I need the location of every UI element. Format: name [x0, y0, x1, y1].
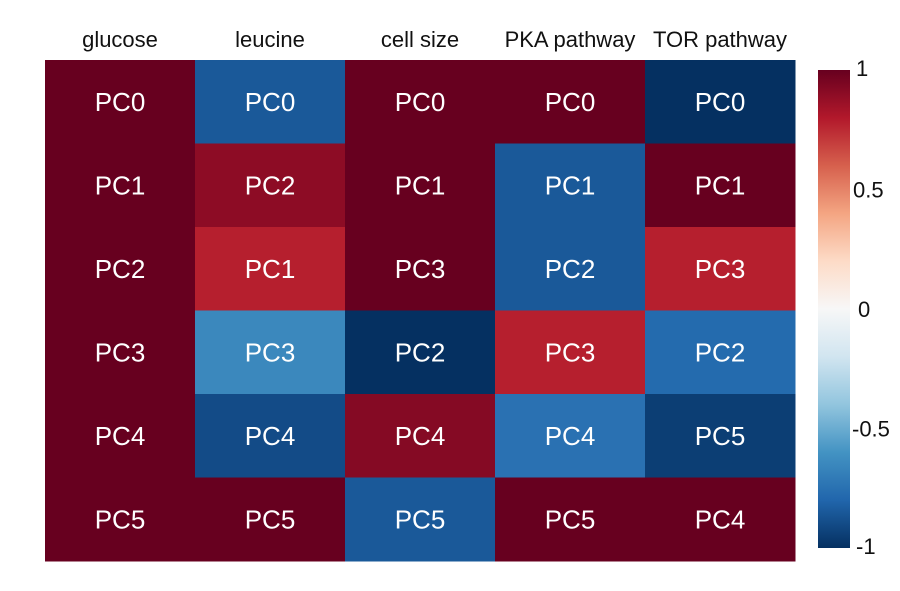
cell-label: PC2 [395, 337, 446, 367]
cell-label: PC2 [245, 170, 296, 200]
cell-label: PC3 [695, 254, 746, 284]
heatmap-cell [495, 227, 646, 311]
column-label: leucine [235, 27, 305, 52]
heatmap-cell [495, 60, 646, 144]
cell-label: PC0 [95, 87, 146, 117]
heatmap-cell [495, 477, 646, 562]
cell-label: PC2 [95, 254, 146, 284]
cell-label: PC0 [245, 87, 296, 117]
cell-label: PC3 [95, 337, 146, 367]
column-labels: glucose leucine cell size PKA pathway TOR pa… [82, 27, 787, 52]
heatmap-cell [195, 477, 346, 562]
cell-label: PC1 [395, 170, 446, 200]
colorbar-tick-label: 1 [856, 56, 868, 81]
heatmap-cell [45, 227, 196, 311]
heatmap-cell [45, 143, 196, 228]
cell-label: PC3 [245, 337, 296, 367]
heatmap-cell [645, 477, 796, 562]
heatmap-cell [345, 310, 496, 395]
cell-label: PC3 [545, 337, 596, 367]
colorbar-tick-label: 0 [858, 297, 870, 322]
heatmap-cell [45, 310, 196, 395]
column-label: TOR pathway [653, 27, 787, 52]
heatmap-cell [45, 60, 196, 144]
cell-label: PC4 [695, 504, 746, 534]
heatmap-cell [495, 143, 646, 228]
colorbar-gradient [818, 70, 850, 548]
colorbar-ticks: 1 0.5 0 -0.5 -1 [852, 56, 890, 559]
cell-label: PC0 [395, 87, 446, 117]
cell-label: PC4 [245, 421, 296, 451]
heatmap-cell [645, 227, 796, 311]
heatmap-cell [195, 227, 346, 311]
heatmap-cell [195, 143, 346, 228]
cell-label: PC0 [695, 87, 746, 117]
heatmap-cell [645, 60, 796, 144]
cell-label: PC5 [95, 504, 146, 534]
cell-label: PC1 [695, 170, 746, 200]
cell-label: PC4 [95, 421, 146, 451]
cell-label: PC5 [545, 504, 596, 534]
cell-label: PC4 [545, 421, 596, 451]
heatmap-cell [195, 310, 346, 395]
heatmap-cell [345, 394, 496, 478]
cell-label: PC1 [545, 170, 596, 200]
heatmap-cell [645, 143, 796, 228]
cell-label: PC5 [695, 421, 746, 451]
heatmap-cell [45, 477, 196, 562]
colorbar-tick-label: 0.5 [853, 178, 884, 203]
heatmap-cell [345, 227, 496, 311]
cell-label: PC2 [695, 337, 746, 367]
heatmap-cell [345, 477, 496, 562]
cell-label: PC1 [95, 170, 146, 200]
heatmap-cell [45, 394, 196, 478]
cell-label: PC1 [245, 254, 296, 284]
cell-label: PC0 [545, 87, 596, 117]
heatmap-cell [195, 60, 346, 144]
column-label: glucose [82, 27, 158, 52]
heatmap-cell [645, 394, 796, 478]
heatmap-cell [345, 60, 496, 144]
heatmap-cell [345, 143, 496, 228]
cell-label: PC3 [395, 254, 446, 284]
heatmap-cells: PC0 PC0 PC0 PC0 PC0 PC1 PC2 PC1 PC1 PC1 PC2 PC1 PC3 P… [45, 60, 796, 562]
heatmap-cell [645, 310, 796, 395]
column-label: PKA pathway [505, 27, 636, 52]
colorbar-tick-label: -0.5 [852, 417, 890, 442]
colorbar-tick-label: -1 [856, 534, 876, 559]
cell-label: PC5 [245, 504, 296, 534]
heatmap-cell [495, 310, 646, 395]
cell-label: PC2 [545, 254, 596, 284]
cell-label: PC4 [395, 421, 446, 451]
column-label: cell size [381, 27, 459, 52]
cell-label: PC5 [395, 504, 446, 534]
heatmap-cell [495, 394, 646, 478]
colorbar: 1 0.5 0 -0.5 -1 [818, 56, 890, 559]
heatmap-cell [195, 394, 346, 478]
